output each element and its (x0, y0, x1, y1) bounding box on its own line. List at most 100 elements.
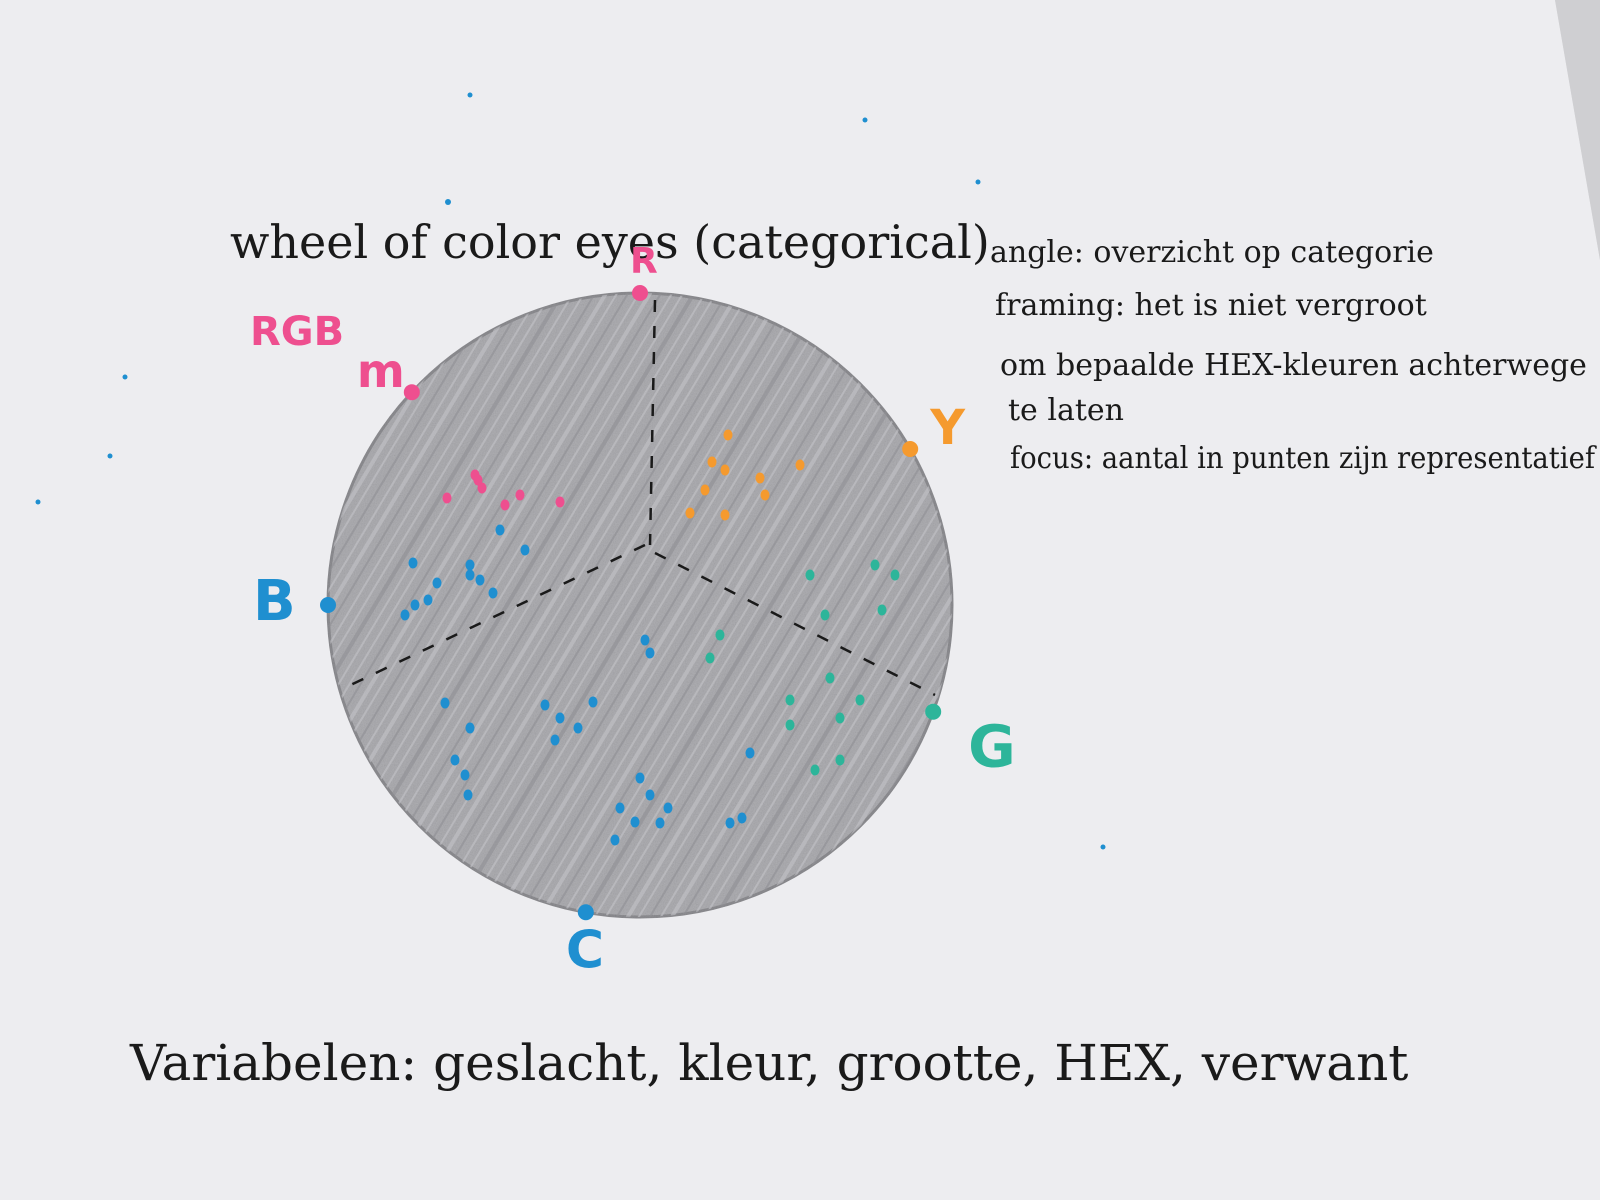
note-line: om bepaalde HEX-kleuren achterwege (1000, 348, 1587, 383)
note-line: focus: aantal in punten zijn representat… (1010, 441, 1597, 476)
data-point (835, 712, 845, 724)
data-point (408, 557, 418, 569)
speck (1100, 844, 1106, 850)
hatch-stroke (673, 293, 952, 917)
data-point (877, 604, 887, 616)
speck (975, 179, 981, 185)
data-point (400, 609, 410, 621)
data-point (785, 694, 795, 706)
hatch-stroke (629, 293, 952, 917)
hatch-stroke (474, 293, 898, 917)
data-point (805, 569, 815, 581)
hatch-stroke (650, 293, 952, 917)
hatch-stroke (662, 293, 952, 917)
data-point (640, 634, 650, 646)
data-point (700, 484, 710, 496)
data-point (573, 722, 583, 734)
data-point (785, 719, 795, 731)
hatch-stroke (640, 293, 952, 917)
category-label: C (566, 920, 604, 980)
data-point (477, 482, 487, 494)
hatch-stroke (328, 293, 567, 917)
data-point (615, 802, 625, 814)
data-point (630, 816, 640, 828)
note-line: te laten (1008, 393, 1124, 428)
data-point (635, 772, 645, 784)
data-point (737, 812, 747, 824)
data-point (423, 594, 433, 606)
note-line: angle: overzicht op categorie (990, 235, 1434, 270)
speck (107, 453, 113, 459)
data-point (540, 699, 550, 711)
data-point (655, 817, 665, 829)
speck (862, 117, 868, 123)
data-point (473, 474, 483, 486)
hatch-stroke (328, 293, 622, 917)
hatch-stroke (420, 293, 842, 917)
hatch-stroke (328, 293, 678, 917)
data-point (645, 789, 655, 801)
hatch-stroke (728, 293, 952, 917)
notes-block: angle: overzicht op categorie framing: h… (990, 235, 1597, 476)
hatch-stroke (618, 293, 952, 917)
hatch-stroke (761, 293, 952, 917)
hatch-stroke (486, 293, 908, 917)
speck (35, 499, 41, 505)
hatch-stroke (442, 293, 864, 917)
data-point (820, 609, 830, 621)
data-point (463, 789, 473, 801)
data-point (855, 694, 865, 706)
hatch-stroke (328, 293, 578, 917)
hatch-stroke (365, 293, 787, 917)
data-point (555, 712, 565, 724)
data-point (707, 456, 717, 468)
category-marker (320, 597, 336, 613)
rgb-mark: RGB (250, 309, 344, 355)
note-line: framing: het is niet vergroot (995, 288, 1427, 323)
data-point (810, 764, 820, 776)
data-point (555, 496, 565, 508)
data-point (450, 754, 460, 766)
data-point (745, 747, 755, 759)
data-point (663, 802, 673, 814)
axis-lines (339, 299, 936, 697)
data-points (400, 429, 900, 846)
hatch-stroke (738, 293, 952, 917)
data-point (705, 652, 715, 664)
hatch-stroke (328, 293, 556, 917)
hatch-stroke (328, 293, 655, 917)
speck (467, 92, 473, 98)
hatch-stroke (409, 293, 831, 917)
data-point (520, 544, 530, 556)
category-marker (577, 904, 594, 921)
data-point (610, 834, 620, 846)
axis-b (339, 543, 646, 692)
category-marker (403, 384, 420, 401)
category-marker (632, 285, 648, 301)
hatch-stroke (328, 293, 534, 917)
category-label: B (253, 569, 296, 634)
category-label: m (357, 344, 405, 398)
data-point (890, 569, 900, 581)
data-point (723, 429, 733, 441)
hatch-stroke (328, 293, 644, 917)
data-point (442, 492, 452, 504)
hatch-stroke (328, 293, 634, 917)
data-point (460, 769, 470, 781)
data-point (465, 559, 475, 571)
category-markers (320, 285, 942, 921)
data-point (588, 696, 598, 708)
data-point (488, 587, 498, 599)
category-labels: R Y G C Bm (253, 241, 1016, 980)
category-label: G (968, 713, 1016, 781)
data-point (645, 647, 655, 659)
hatch-stroke (398, 293, 820, 917)
hatch-stroke (684, 293, 952, 917)
data-point (495, 524, 505, 536)
data-point (500, 499, 510, 511)
hatch-stroke (386, 293, 810, 917)
category-marker (902, 441, 919, 457)
data-point (755, 472, 765, 484)
data-point (720, 509, 730, 521)
